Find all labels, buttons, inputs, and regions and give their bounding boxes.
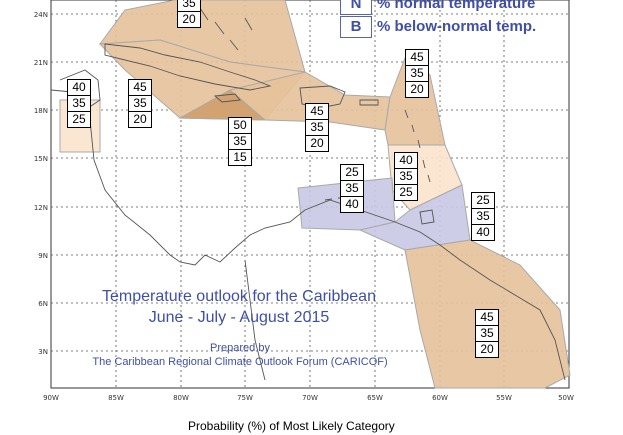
lat-axis-labels: 24N 21N 18N 15N 12N 9N 6N 3N (34, 11, 48, 356)
legend-key-normal: N (340, 0, 372, 15)
probability-value: 25 (345, 165, 359, 179)
probability-value: 35 (68, 95, 90, 111)
coastline-bahamas (199, 7, 253, 51)
lon-label-50w: 50W (558, 394, 574, 402)
probability-box-south-lesser-antilles: 40 35 25 (394, 152, 418, 201)
coastline-lesser-antilles (404, 109, 431, 183)
probability-box-abc-islands: 25 35 40 (340, 164, 364, 213)
coastline-puerto-rico (359, 99, 379, 106)
map-frame (50, 0, 570, 389)
lat-label-18n: 18N (34, 107, 48, 115)
probability-value: 45 (133, 80, 147, 94)
probability-value: 35 (229, 133, 251, 149)
probability-box-bahamas: 35 20 (177, 0, 201, 28)
probability-value: 45 (480, 310, 494, 324)
probability-box-cuba-cayman: 45 35 20 (128, 79, 152, 128)
chart-caption: Probability (%) of Most Likely Category (188, 419, 395, 433)
probability-value: 25 (476, 193, 490, 207)
probability-value: 15 (229, 149, 251, 165)
probability-value: 20 (129, 111, 151, 127)
credit-line1: Prepared by (210, 342, 270, 354)
probability-value: 20 (178, 11, 200, 27)
lon-label-55w: 55W (496, 394, 512, 402)
legend-text-below: % below-normal temp. (377, 18, 537, 35)
probability-value: 20 (406, 81, 428, 97)
probability-value: 35 (406, 65, 428, 81)
probability-value: 35 (472, 208, 494, 224)
probability-value: 25 (68, 111, 90, 127)
probability-value: 35 (182, 0, 196, 10)
map-title-line1: Temperature outlook for the Caribbean (102, 288, 376, 305)
coastline-jamaica (213, 93, 241, 103)
probability-value: 35 (306, 119, 328, 135)
lon-label-65w: 65W (367, 394, 383, 402)
lat-label-6n: 6N (38, 300, 48, 308)
probability-value: 40 (472, 224, 494, 240)
lat-label-24n: 24N (34, 11, 48, 19)
probability-value: 45 (410, 50, 424, 64)
probability-value: 40 (72, 80, 86, 94)
probability-box-trinidad-tobago: 25 35 40 (471, 192, 495, 241)
probability-value: 20 (476, 341, 498, 357)
lat-label-15n: 15N (34, 155, 48, 163)
coastline-cuba (104, 43, 272, 91)
probability-value: 35 (341, 180, 363, 196)
lon-label-80w: 80W (173, 394, 189, 402)
legend-key-below: B (340, 16, 372, 38)
lat-label-12n: 12N (34, 204, 48, 212)
probability-value: 35 (395, 168, 417, 184)
probability-value: 50 (233, 118, 247, 132)
coastline-trinidad (419, 209, 435, 225)
lon-label-90w: 90W (43, 394, 59, 402)
lat-label-3n: 3N (38, 348, 48, 356)
map-title-line2: June - July - August 2015 (148, 309, 330, 326)
credit-line2: The Caribbean Regional Climate Outlook F… (92, 356, 388, 368)
lon-label-70w: 70W (302, 394, 318, 402)
probability-value: 20 (306, 135, 328, 151)
lat-label-9n: 9N (38, 252, 48, 260)
probability-value: 35 (476, 325, 498, 341)
coastline-hispaniola (299, 85, 346, 109)
probability-value: 45 (310, 104, 324, 118)
probability-box-hispaniola-pr: 45 35 20 (305, 103, 329, 152)
probability-box-jamaica: 50 35 15 (228, 117, 252, 166)
probability-box-belize: 40 35 25 (67, 79, 91, 128)
probability-box-guianas: 45 35 20 (475, 309, 499, 358)
lon-label-75w: 75W (237, 394, 253, 402)
lon-axis-labels: 90W 85W 80W 75W 70W 65W 60W 55W 50W (43, 394, 574, 402)
legend-text-normal: % normal temperature (377, 0, 536, 12)
lat-label-21n: 21N (34, 59, 48, 67)
lon-label-85w: 85W (108, 394, 124, 402)
probability-value: 35 (129, 95, 151, 111)
probability-value: 40 (341, 196, 363, 212)
probability-value: 40 (399, 153, 413, 167)
lon-label-60w: 60W (432, 394, 448, 402)
probability-value: 25 (395, 184, 417, 200)
probability-box-north-leewards: 45 35 20 (405, 49, 429, 98)
